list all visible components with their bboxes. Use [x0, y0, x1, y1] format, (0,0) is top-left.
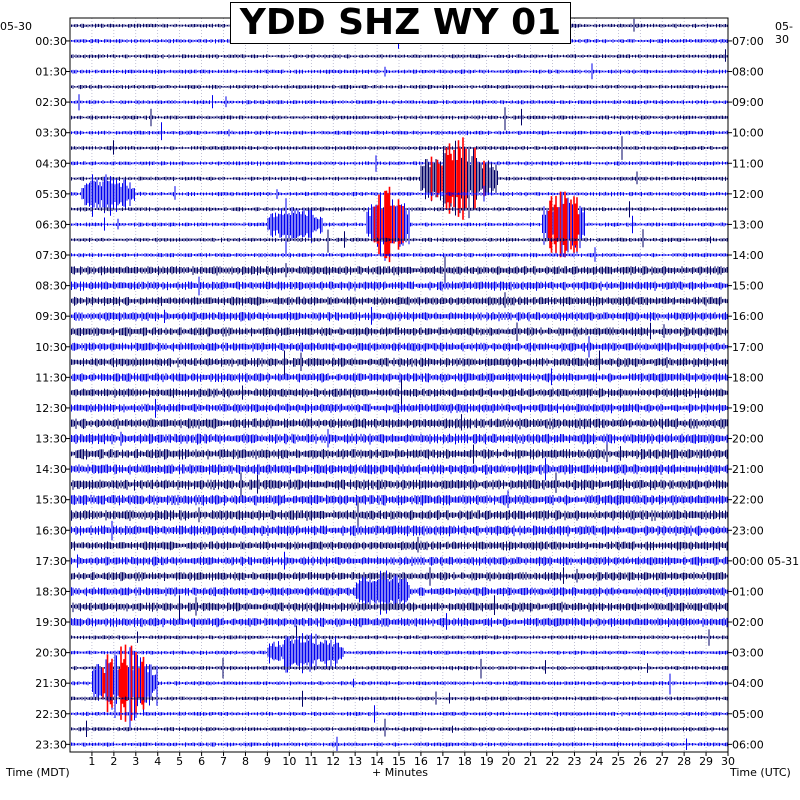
left-time-label: 19:30: [35, 616, 67, 629]
x-tick-label: 5: [176, 755, 183, 768]
left-time-label: 13:30: [35, 433, 67, 446]
right-time-label: 05:00: [732, 708, 764, 721]
x-tick-label: 22: [546, 755, 560, 768]
right-time-label: 19:00: [732, 402, 764, 415]
x-tick-label: 15: [392, 755, 406, 768]
right-time-label: 00:00 05-31: [732, 555, 799, 568]
x-tick-label: 20: [502, 755, 516, 768]
left-time-label: 10:30: [35, 341, 67, 354]
right-time-label: 09:00: [732, 96, 764, 109]
x-tick-label: 18: [458, 755, 472, 768]
bottom-axis-title: + Minutes: [372, 766, 429, 779]
x-tick-label: 27: [655, 755, 669, 768]
left-time-label: 22:30: [35, 708, 67, 721]
left-time-label: 20:30: [35, 647, 67, 660]
x-tick-label: 14: [370, 755, 384, 768]
right-time-label: 21:00: [732, 463, 764, 476]
x-tick-label: 11: [304, 755, 318, 768]
right-time-label: 16:00: [732, 310, 764, 323]
trace-layer: [69, 15, 728, 751]
left-time-label: 14:30: [35, 463, 67, 476]
x-tick-label: 10: [282, 755, 296, 768]
left-time-label: 16:30: [35, 524, 67, 537]
x-tick-label: 17: [436, 755, 450, 768]
left-time-label: 21:30: [35, 677, 67, 690]
x-tick-label: 28: [677, 755, 691, 768]
axis-layer: 1 2 3 4 5 6 7 8 9 10 11 12 13 14 15 16 17 18 19 20 21 22 23 24 2…: [35, 17, 799, 768]
x-tick-label: 4: [154, 755, 161, 768]
chart-title: YDD SHZ WY 01: [230, 2, 571, 44]
left-time-label: 23:30: [35, 738, 67, 751]
x-tick-label: 23: [567, 755, 581, 768]
x-tick-label: 26: [633, 755, 647, 768]
x-tick-label: 29: [699, 755, 713, 768]
x-tick-label: 16: [414, 755, 428, 768]
x-tick-label: 25: [611, 755, 625, 768]
left-date-label: 05-30: [0, 20, 32, 33]
right-time-label: 01:00: [732, 585, 764, 598]
right-time-label: 13:00: [732, 218, 764, 231]
x-tick-label: 7: [220, 755, 227, 768]
left-axis-title: Time (MDT): [6, 766, 70, 779]
x-tick-label: 21: [524, 755, 538, 768]
x-tick-label: 9: [264, 755, 271, 768]
left-time-label: 08:30: [35, 280, 67, 293]
right-time-label: 17:00: [732, 341, 764, 354]
left-time-label: 12:30: [35, 402, 67, 415]
left-time-label: 02:30: [35, 96, 67, 109]
right-axis-title: Time (UTC): [730, 766, 791, 779]
left-time-label: 09:30: [35, 310, 67, 323]
right-time-label: 06:00: [732, 738, 764, 751]
right-time-label: 14:00: [732, 249, 764, 262]
grid-layer: [91, 18, 707, 752]
clipped-trace: [102, 644, 145, 722]
clipped-trace: [373, 186, 580, 263]
right-date-label: 05-30: [775, 20, 793, 46]
left-time-label: 06:30: [35, 218, 67, 231]
x-tick-label: 1: [88, 755, 95, 768]
x-tick-label: 6: [198, 755, 205, 768]
left-time-label: 00:30: [35, 35, 67, 48]
right-time-label: 11:00: [732, 157, 764, 170]
left-time-label: 11:30: [35, 371, 67, 384]
right-time-label: 15:00: [732, 280, 764, 293]
right-time-label: 20:00: [732, 433, 764, 446]
left-time-label: 01:30: [35, 66, 67, 79]
left-time-label: 05:30: [35, 188, 67, 201]
left-time-label: 17:30: [35, 555, 67, 568]
left-time-label: 15:30: [35, 494, 67, 507]
right-time-label: 23:00: [732, 524, 764, 537]
right-time-label: 12:00: [732, 188, 764, 201]
x-tick-label: 8: [242, 755, 249, 768]
x-tick-label: 19: [480, 755, 494, 768]
clipped-trace: [430, 137, 485, 220]
right-time-label: 03:00: [732, 647, 764, 660]
x-tick-label: 2: [110, 755, 117, 768]
right-time-label: 22:00: [732, 494, 764, 507]
right-time-label: 07:00: [732, 35, 764, 48]
left-time-label: 03:30: [35, 127, 67, 140]
x-tick-label: 13: [348, 755, 362, 768]
right-time-label: 18:00: [732, 371, 764, 384]
right-time-label: 02:00: [732, 616, 764, 629]
x-tick-label: 30: [721, 755, 735, 768]
x-tick-label: 24: [589, 755, 603, 768]
right-time-label: 10:00: [732, 127, 764, 140]
left-time-label: 18:30: [35, 585, 67, 598]
right-time-label: 08:00: [732, 66, 764, 79]
left-time-label: 04:30: [35, 157, 67, 170]
left-time-label: 07:30: [35, 249, 67, 262]
right-time-label: 04:00: [732, 677, 764, 690]
x-tick-label: 12: [326, 755, 340, 768]
x-tick-label: 3: [132, 755, 139, 768]
